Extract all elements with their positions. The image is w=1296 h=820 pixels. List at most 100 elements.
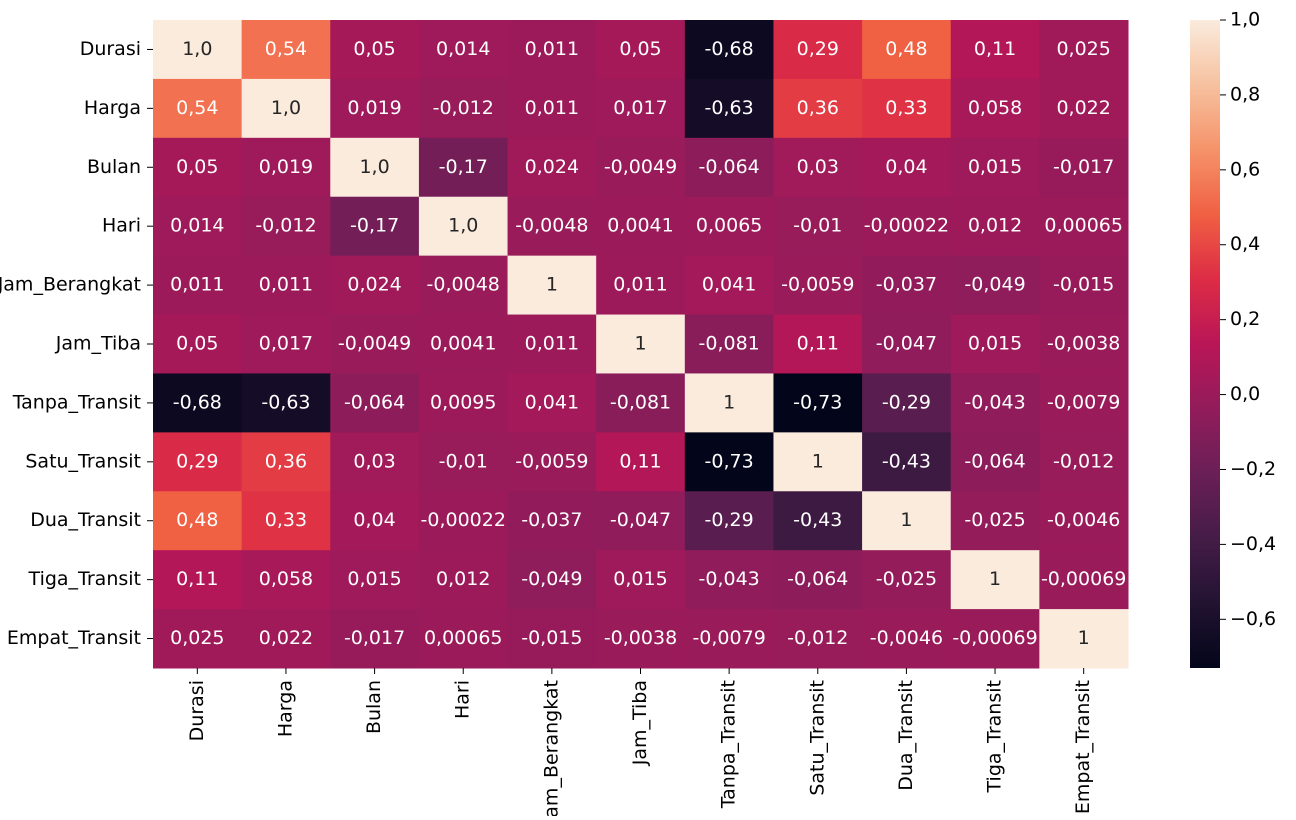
cell-label: 0,36 <box>797 97 839 119</box>
cell-label: -0,29 <box>882 391 931 413</box>
cell-label: 0,022 <box>259 627 313 649</box>
cell-label: -0,043 <box>964 391 1025 413</box>
x-tick-label: Jam_Tiba <box>629 680 651 766</box>
heatmap-cell <box>418 137 509 198</box>
cell-label: -0,0046 <box>870 627 943 649</box>
cell-label: 0,11 <box>797 333 839 355</box>
cell-label: 0,05 <box>176 156 218 178</box>
heatmap-cell <box>596 20 686 80</box>
heatmap-cell <box>684 137 774 198</box>
cell-label: -0,0048 <box>427 274 500 296</box>
colorbar-tick-label: 0,2 <box>1230 308 1260 330</box>
cell-label: -0,43 <box>793 509 842 531</box>
cell-label: -0,73 <box>705 450 754 472</box>
heatmap-cell <box>773 255 863 316</box>
cell-label: 0,54 <box>176 97 218 119</box>
cell-label: -0,73 <box>793 391 842 413</box>
heatmap-cell <box>330 491 420 551</box>
cell-label: -0,0038 <box>1047 333 1120 355</box>
cell-label: -0,012 <box>787 627 848 649</box>
cell-label: 0,36 <box>265 450 307 472</box>
cell-label: -0,025 <box>876 568 937 590</box>
cell-label: -0,00022 <box>864 215 949 237</box>
heatmap-cell <box>1039 314 1129 374</box>
heatmap-cell <box>330 432 420 492</box>
cell-label: -0,01 <box>439 450 488 472</box>
heatmap-cell <box>862 255 952 316</box>
cell-label: 0,29 <box>797 38 839 60</box>
heatmap-cell <box>1039 373 1129 433</box>
cell-label: 0,041 <box>525 391 579 413</box>
heatmap-cell <box>153 20 243 80</box>
cell-label: 0,0041 <box>607 215 673 237</box>
heatmap-cell <box>862 78 952 139</box>
heatmap-cell <box>596 255 686 316</box>
cell-label: -0,68 <box>705 38 754 60</box>
heatmap-cell <box>773 196 863 257</box>
cell-label: 0,041 <box>702 274 756 296</box>
heatmap-cell <box>241 137 331 198</box>
heatmap-cell <box>596 609 686 669</box>
heatmap-cell <box>153 255 243 316</box>
y-tick-label: Tiga_Transit <box>28 568 141 590</box>
colorbar-tick-label: 1,0 <box>1230 9 1260 31</box>
heatmap-cell <box>507 491 597 551</box>
heatmap-cell <box>862 20 952 80</box>
y-tick-label: Durasi <box>80 38 141 60</box>
cell-label: -0,015 <box>1053 274 1114 296</box>
cell-label: 0,014 <box>436 38 490 60</box>
heatmap-cell <box>241 432 331 492</box>
heatmap-cell <box>1039 196 1129 257</box>
cell-label: -0,049 <box>964 274 1025 296</box>
heatmap-cell <box>241 609 331 669</box>
heatmap-cell <box>950 20 1040 80</box>
x-tick-label: Jam_Berangkat <box>540 680 562 816</box>
cell-label: 0,48 <box>885 38 927 60</box>
cell-label: 0,017 <box>259 333 313 355</box>
heatmap-cell <box>153 491 243 551</box>
cell-label: 0,05 <box>176 333 218 355</box>
heatmap-cell <box>862 609 952 669</box>
cell-label: 0,017 <box>613 97 667 119</box>
heatmap-cell <box>330 20 420 80</box>
heatmap-cell <box>950 491 1040 551</box>
cell-label: 0,05 <box>619 38 661 60</box>
cell-label: -0,63 <box>705 97 754 119</box>
heatmap-cell <box>684 196 774 257</box>
cell-label: 0,025 <box>1056 38 1110 60</box>
cell-label: -0,01 <box>793 215 842 237</box>
heatmap-cell <box>684 609 774 669</box>
cell-label: -0,047 <box>610 509 671 531</box>
heatmap-cell <box>153 550 243 610</box>
cell-label: -0,017 <box>1053 156 1114 178</box>
heatmap-cell <box>862 491 952 551</box>
heatmap-cell <box>950 314 1040 374</box>
heatmap-cell <box>241 255 331 316</box>
cell-label: -0,0079 <box>1047 391 1120 413</box>
y-tick-label: Dua_Transit <box>30 509 141 531</box>
heatmap-cell <box>684 255 774 316</box>
colorbar-tick-label: 0,4 <box>1230 233 1260 255</box>
cell-label: 0,024 <box>525 156 579 178</box>
heatmap-cell <box>862 432 952 492</box>
cell-label: 0,011 <box>525 333 579 355</box>
cell-label: -0,17 <box>439 156 488 178</box>
cell-label: 0,03 <box>353 450 395 472</box>
cell-label: 0,025 <box>170 627 224 649</box>
heatmap-cell <box>684 550 774 610</box>
y-tick-label: Empat_Transit <box>7 627 141 649</box>
heatmap-cell <box>330 255 420 316</box>
heatmap-cell <box>418 373 509 433</box>
cell-label: -0,0038 <box>604 627 677 649</box>
heatmap-cell <box>330 550 420 610</box>
heatmap-cell <box>862 373 952 433</box>
heatmap-cell <box>596 314 686 374</box>
y-tick-label: Harga <box>84 97 141 119</box>
heatmap-cell <box>773 609 863 669</box>
heatmap-cell <box>596 550 686 610</box>
cell-label: 1 <box>634 333 646 355</box>
cell-label: -0,015 <box>521 627 582 649</box>
heatmap-cell <box>241 314 331 374</box>
heatmap-cell <box>684 78 774 139</box>
heatmap-cell <box>241 78 331 139</box>
